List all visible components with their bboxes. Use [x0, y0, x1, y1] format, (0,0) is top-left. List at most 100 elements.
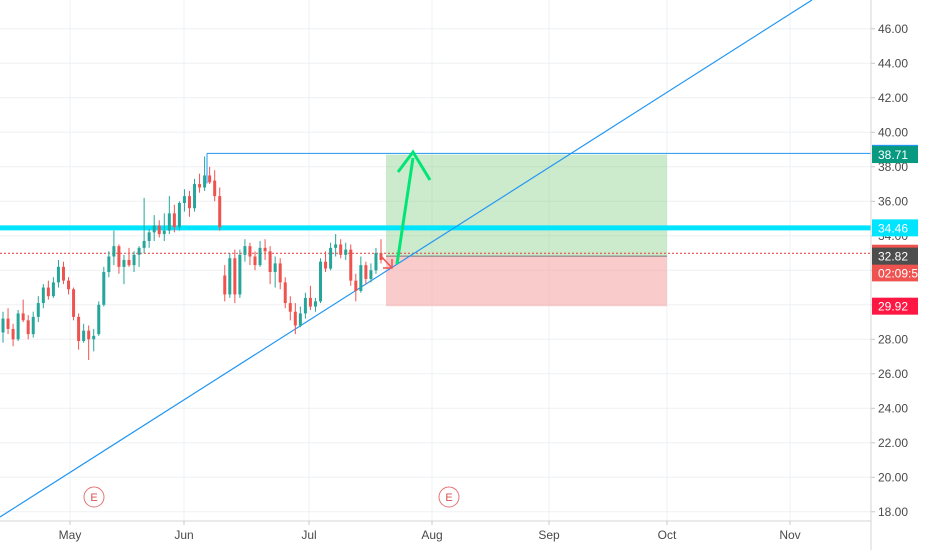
- x-tick-label: Sep: [538, 528, 560, 542]
- candle-body: [319, 261, 323, 302]
- candle-body: [273, 263, 277, 273]
- candle-body: [147, 232, 151, 241]
- candle-body: [313, 301, 317, 307]
- candle-body: [278, 263, 282, 283]
- price-badge-label: 32.82: [878, 250, 908, 264]
- x-tick-label: Oct: [658, 528, 677, 542]
- candle-body: [329, 247, 333, 269]
- price-badge-label: 02:09:53: [878, 266, 925, 280]
- candle-body: [283, 282, 287, 304]
- candle-body: [298, 313, 302, 326]
- loss-zone[interactable]: [386, 256, 667, 307]
- y-tick-label: 28.00: [878, 332, 908, 346]
- candle-body: [228, 258, 232, 295]
- time-axis[interactable]: May Jun Jul Aug Sep Oct Nov: [59, 521, 801, 542]
- y-tick-label: 38.00: [878, 160, 908, 174]
- candle-body: [132, 254, 136, 266]
- candle-body: [1, 318, 5, 333]
- candle-body: [238, 254, 242, 295]
- candle-body: [223, 275, 227, 295]
- green-arrow-head: [396, 149, 432, 181]
- candle-body: [61, 266, 65, 281]
- y-tick-label: 40.00: [878, 125, 908, 139]
- trend-line[interactable]: [0, 0, 813, 518]
- profit-zone[interactable]: [386, 154, 667, 257]
- candle-body: [11, 328, 15, 340]
- candle-body: [263, 247, 267, 252]
- candle-body: [213, 180, 217, 197]
- candle-body: [172, 213, 176, 228]
- candle-body: [97, 304, 101, 335]
- green-arrow-shaft[interactable]: [395, 157, 415, 265]
- candle-body: [369, 270, 373, 279]
- candle-body: [26, 320, 30, 335]
- price-badge: [872, 247, 918, 265]
- y-tick-label: 24.00: [878, 401, 908, 415]
- candle-body: [21, 313, 25, 321]
- candle-body: [187, 196, 191, 209]
- candle-body: [354, 280, 358, 291]
- candle-body: [293, 311, 297, 326]
- candle-body: [359, 265, 363, 291]
- candle-body: [193, 184, 197, 209]
- y-tick-label: 22.00: [878, 436, 908, 450]
- candle-body: [112, 246, 116, 257]
- earnings-marker-icon[interactable]: [438, 486, 460, 508]
- price-badge: [872, 297, 918, 315]
- candle-body: [127, 259, 131, 266]
- candle-body: [203, 175, 207, 188]
- candle-body: [72, 289, 76, 317]
- candle-body: [77, 316, 81, 342]
- candle-body: [177, 203, 181, 228]
- x-tick-label: May: [59, 528, 82, 542]
- candle-body: [182, 196, 186, 204]
- candle-body: [117, 246, 121, 267]
- candle-body: [142, 240, 146, 248]
- candle-body: [157, 225, 161, 235]
- candle-body: [339, 244, 343, 255]
- candle-body: [218, 196, 222, 228]
- price-badge: [872, 146, 918, 164]
- candle-body: [208, 175, 212, 183]
- candle-body: [41, 287, 45, 304]
- annotation-arrows: [379, 149, 432, 269]
- price-badge-label: 38.71: [878, 148, 908, 162]
- candle-body: [253, 256, 257, 266]
- candle-body: [16, 313, 20, 340]
- y-tick-label: 44.00: [878, 56, 908, 70]
- price-badge: [872, 264, 918, 282]
- candle-body: [56, 266, 60, 283]
- position-zones: [386, 154, 667, 307]
- earnings-marker-label: E: [90, 492, 97, 504]
- x-tick-label: Aug: [421, 528, 442, 542]
- earnings-marker-icon[interactable]: [83, 486, 105, 508]
- candle-body: [152, 225, 156, 233]
- candle-body: [344, 249, 348, 255]
- y-tick-label: 18.00: [878, 505, 908, 519]
- y-tick-label: 36.00: [878, 194, 908, 208]
- candle-body: [303, 297, 307, 314]
- candle-body: [92, 335, 96, 340]
- candle-body: [36, 303, 40, 317]
- x-tick-label: Jul: [301, 528, 316, 542]
- gridlines: [0, 0, 871, 521]
- candle-body: [248, 246, 252, 257]
- price-badge-label: 34.46: [878, 221, 908, 235]
- candle-body: [102, 272, 106, 305]
- candle-body: [334, 244, 338, 248]
- candle-body: [167, 213, 171, 231]
- candle-body: [107, 256, 111, 273]
- y-tick-label: 26.00: [878, 367, 908, 381]
- red-arrow-shaft: [379, 254, 393, 269]
- candle-body: [308, 297, 312, 307]
- earnings-marker-label: E: [445, 492, 452, 504]
- candle-body: [268, 251, 272, 273]
- candle-body: [82, 330, 86, 342]
- candle-body: [288, 303, 292, 312]
- y-tick-label: 46.00: [878, 22, 908, 36]
- y-tick-label: 20.00: [878, 470, 908, 484]
